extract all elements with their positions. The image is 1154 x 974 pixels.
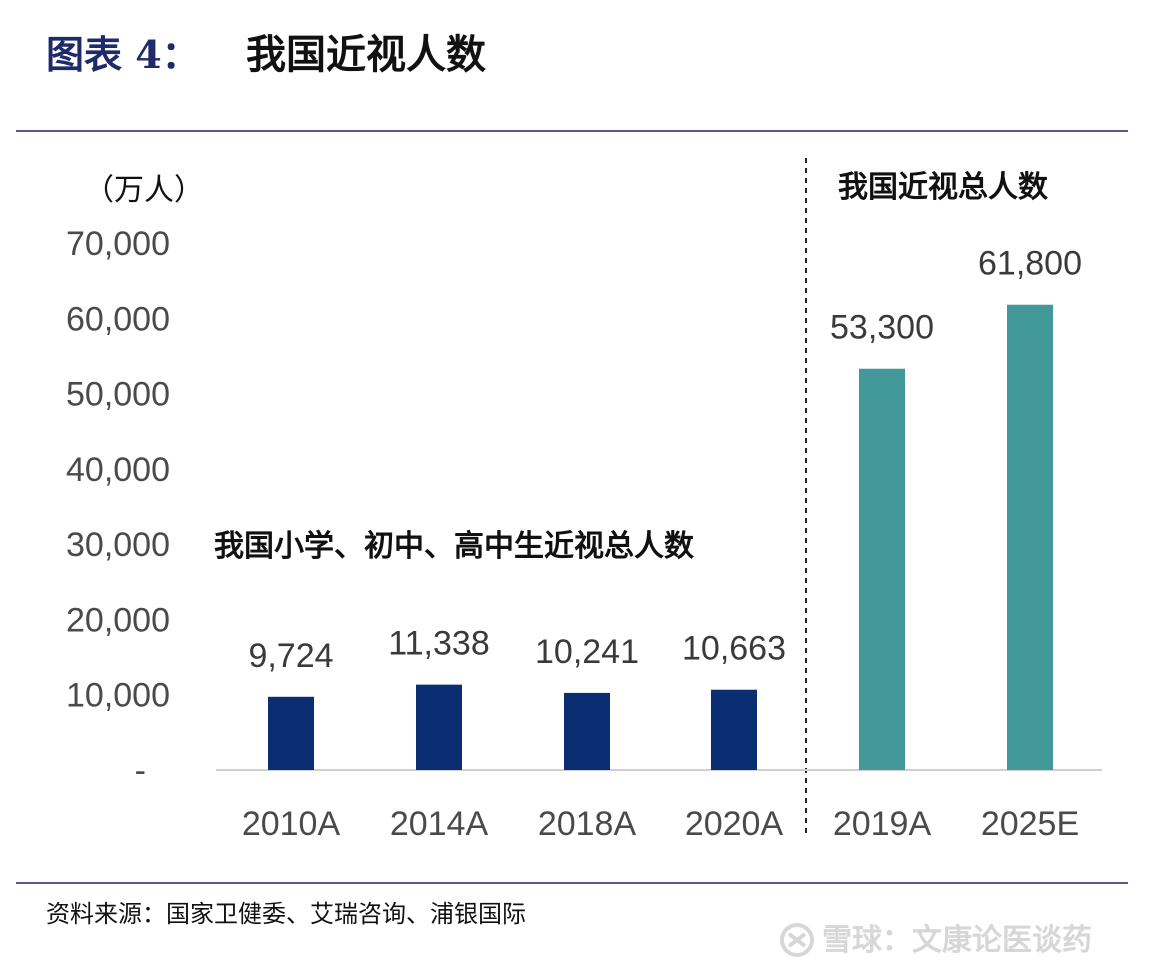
- group-label-students: 我国小学、初中、高中生近视总人数: [214, 529, 695, 564]
- y-axis: - 10,000 20,000 30,000 40,000 50,000 60,000 70,…: [66, 225, 170, 790]
- y-tick-label: -: [135, 752, 146, 790]
- y-tick-label: 50,000: [66, 376, 170, 414]
- source-note: 资料来源：国家卫健委、艾瑞咨询、浦银国际: [46, 900, 526, 928]
- x-tick-label: 2025E: [981, 805, 1079, 843]
- watermark: 雪球：文康论医谈药: [780, 923, 1092, 958]
- data-label: 53,300: [830, 309, 934, 347]
- page-title: 我国近视人数: [246, 31, 486, 78]
- x-tick-label: 2014A: [390, 805, 489, 843]
- bar: [416, 684, 462, 770]
- group-label-total: 我国近视总人数: [838, 170, 1049, 205]
- bar: [1007, 304, 1053, 770]
- data-label: 11,338: [388, 625, 489, 663]
- data-label: 10,241: [535, 633, 639, 671]
- data-label: 10,663: [682, 630, 786, 668]
- x-tick-label: 2020A: [685, 805, 784, 843]
- y-axis-unit-label: （万人）: [84, 173, 204, 208]
- y-tick-label: 60,000: [66, 300, 170, 338]
- y-tick-label: 40,000: [66, 451, 170, 489]
- bar: [268, 696, 314, 770]
- bar-series: 9,724 2010A 11,338 2014A 10,241 2018A 10,663 20…: [242, 245, 1082, 843]
- y-tick-label: 10,000: [66, 677, 170, 715]
- y-tick-label: 20,000: [66, 601, 170, 639]
- xueqiu-logo-icon: [780, 923, 814, 957]
- x-tick-label: 2010A: [242, 805, 341, 843]
- bar: [564, 692, 610, 770]
- data-label: 9,724: [248, 637, 333, 675]
- y-tick-label: 70,000: [66, 225, 170, 263]
- x-tick-label: 2019A: [833, 805, 932, 843]
- x-tick-label: 2018A: [538, 805, 637, 843]
- watermark-text: 雪球：文康论医谈药: [822, 923, 1092, 958]
- figure-label: 图表 4：: [46, 32, 200, 77]
- y-tick-label: 30,000: [66, 526, 170, 564]
- bar: [711, 689, 757, 770]
- bar: [859, 368, 905, 770]
- data-label: 61,800: [978, 245, 1082, 283]
